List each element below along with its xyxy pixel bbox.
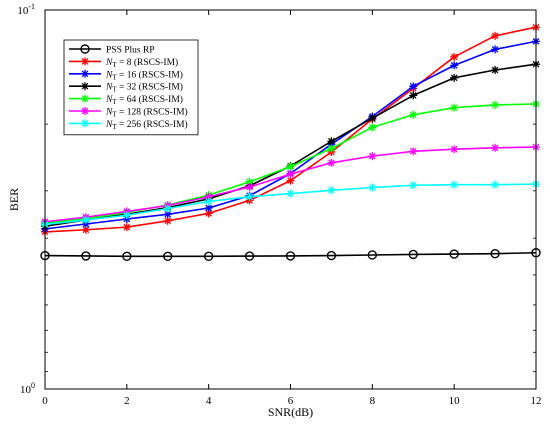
legend-marker-0 (80, 44, 90, 54)
x-tick-label-3: 6 (288, 395, 294, 407)
series-0-point-1 (81, 251, 91, 261)
series-2-point-11 (491, 45, 500, 54)
series-5-point-4 (204, 192, 213, 201)
legend-entry-3: NT = 32 (RSCS-IM) (69, 82, 183, 94)
legend-label-1: NT = 8 (RSCS-IM) (105, 57, 178, 69)
series-line-0 (44, 251, 537, 258)
series-5-point-9 (409, 147, 418, 156)
series-6 (41, 180, 540, 229)
series-6-point-6 (286, 189, 295, 198)
legend-entry-6: NT = 256 (RSCS-IM) (69, 119, 188, 131)
x-tick-label-4: 8 (370, 395, 376, 407)
series-4-point-11 (491, 100, 500, 109)
series-3-point-8 (368, 114, 377, 123)
y-axis-title: BER (7, 188, 21, 211)
series-2-point-3 (163, 210, 172, 219)
x-tick-label-0: 0 (42, 395, 48, 407)
series-4-point-6 (286, 162, 295, 171)
series-1-point-3 (163, 216, 172, 225)
series-3-point-7 (327, 137, 336, 146)
legend-entry-0: PSS Plus RP (69, 44, 155, 56)
series-3-point-10 (450, 73, 459, 82)
series-1-point-11 (491, 31, 500, 40)
y-tick-label-0: 10-1 (17, 2, 35, 17)
series-3-point-9 (409, 91, 418, 100)
series-0-point-11 (490, 248, 500, 259)
series-0-point-7 (326, 250, 337, 261)
legend-marker-4 (81, 94, 89, 103)
series-6-point-8 (368, 183, 377, 192)
x-tick-label-1: 2 (124, 395, 130, 407)
legend-label-0: PSS Plus RP (106, 46, 155, 56)
series-0-point-2 (122, 251, 132, 261)
series-0-point-10 (449, 249, 459, 259)
legend-marker-1 (81, 57, 89, 66)
series-6-point-9 (409, 181, 418, 190)
legend-entry-4: NT = 64 (RSCS-IM) (69, 94, 183, 106)
y-tick-label-1: 100 (20, 381, 35, 396)
x-axis-title: SNR(dB) (268, 405, 313, 419)
series-0-point-4 (203, 251, 214, 261)
legend-marker-6 (81, 119, 89, 128)
series-3-point-11 (491, 66, 500, 75)
legend-label-2: NT = 16 (RSCS-IM) (105, 69, 183, 81)
legend-entry-2: NT = 16 (RSCS-IM) (69, 69, 183, 81)
series-5-point-10 (450, 145, 459, 154)
series-6-point-3 (163, 204, 172, 213)
series-1-point-1 (81, 225, 90, 234)
series-6-point-11 (491, 180, 500, 189)
series-4-point-10 (450, 103, 459, 112)
series-0-point-3 (163, 251, 173, 261)
legend-label-4: NT = 64 (RSCS-IM) (105, 94, 183, 106)
series-0-point-5 (244, 251, 255, 261)
x-tick-label-6: 12 (531, 395, 542, 407)
series-2-point-4 (204, 204, 213, 213)
series-6-point-5 (245, 192, 254, 201)
legend-label-3: NT = 32 (RSCS-IM) (105, 82, 183, 94)
series-1-point-10 (450, 52, 459, 61)
series-5-point-5 (245, 182, 254, 191)
series-0-point-6 (285, 251, 296, 261)
series-4-point-7 (327, 144, 336, 153)
series-2-point-10 (450, 61, 459, 70)
legend-marker-5 (81, 107, 89, 115)
series-5-point-6 (286, 170, 295, 179)
series-6-point-1 (81, 215, 90, 224)
series-2-point-9 (409, 82, 418, 91)
x-tick-label-5: 10 (449, 395, 461, 407)
series-0-point-9 (408, 249, 418, 260)
series-2-point-1 (81, 220, 90, 229)
series-6-point-2 (122, 211, 131, 220)
series-1-point-2 (122, 223, 131, 232)
legend-entry-1: NT = 8 (RSCS-IM) (69, 57, 178, 69)
series-1-point-4 (204, 209, 213, 218)
legend-marker-3 (81, 82, 89, 91)
series-6-point-4 (204, 197, 213, 206)
legend-entry-5: NT = 128 (RSCS-IM) (69, 107, 188, 119)
x-tick-label-2: 4 (206, 395, 212, 407)
series-6-point-7 (327, 186, 336, 195)
legend-label-5: NT = 128 (RSCS-IM) (105, 107, 188, 119)
series-1-point-6 (286, 176, 295, 185)
legend-label-6: NT = 256 (RSCS-IM) (105, 119, 188, 131)
series-0-point-8 (367, 250, 378, 260)
series-6-point-10 (450, 180, 459, 189)
series-5-point-11 (491, 143, 500, 152)
series-5-point-7 (327, 158, 336, 167)
series-4-point-8 (368, 123, 377, 132)
axes: 0 2 4 6 8 10 12 10-1 100 SNR(dB) BER (7, 2, 542, 419)
legend-marker-2 (81, 69, 89, 78)
series-4-point-5 (245, 177, 254, 186)
series-5-point-8 (368, 152, 377, 161)
series-4-point-9 (409, 110, 418, 119)
